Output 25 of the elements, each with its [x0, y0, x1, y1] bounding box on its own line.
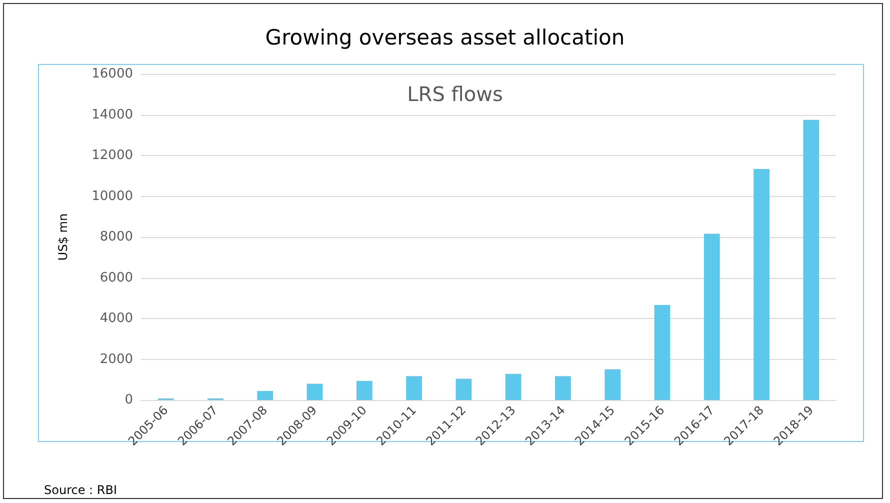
bar: [257, 391, 274, 400]
y-tick-label: 0: [124, 392, 133, 408]
y-tick-label: 4000: [100, 311, 133, 326]
bar: [356, 380, 372, 400]
y-tick-label: 16000: [92, 66, 133, 82]
bar: [754, 168, 770, 400]
chart-subtitle: LRS flows: [407, 82, 503, 106]
y-tick-label: 12000: [92, 148, 133, 163]
y-axis-title: US$ mn: [56, 213, 70, 261]
bar: [704, 234, 720, 400]
chart-title: Growing overseas asset allocation: [265, 26, 625, 50]
bar: [555, 376, 571, 400]
bar: [406, 376, 422, 400]
bar: [456, 378, 472, 400]
bar: [505, 374, 522, 400]
bar: [803, 120, 820, 400]
bar: [306, 384, 323, 400]
source-note: Source : RBI: [44, 483, 117, 497]
y-tick-label: 6000: [100, 270, 133, 286]
bar: [604, 369, 621, 400]
y-tick-label: 2000: [100, 352, 133, 367]
bar: [654, 305, 670, 400]
y-tick-label: 10000: [92, 188, 133, 204]
y-tick-label: 8000: [100, 230, 133, 244]
y-tick-label: 14000: [92, 107, 133, 122]
